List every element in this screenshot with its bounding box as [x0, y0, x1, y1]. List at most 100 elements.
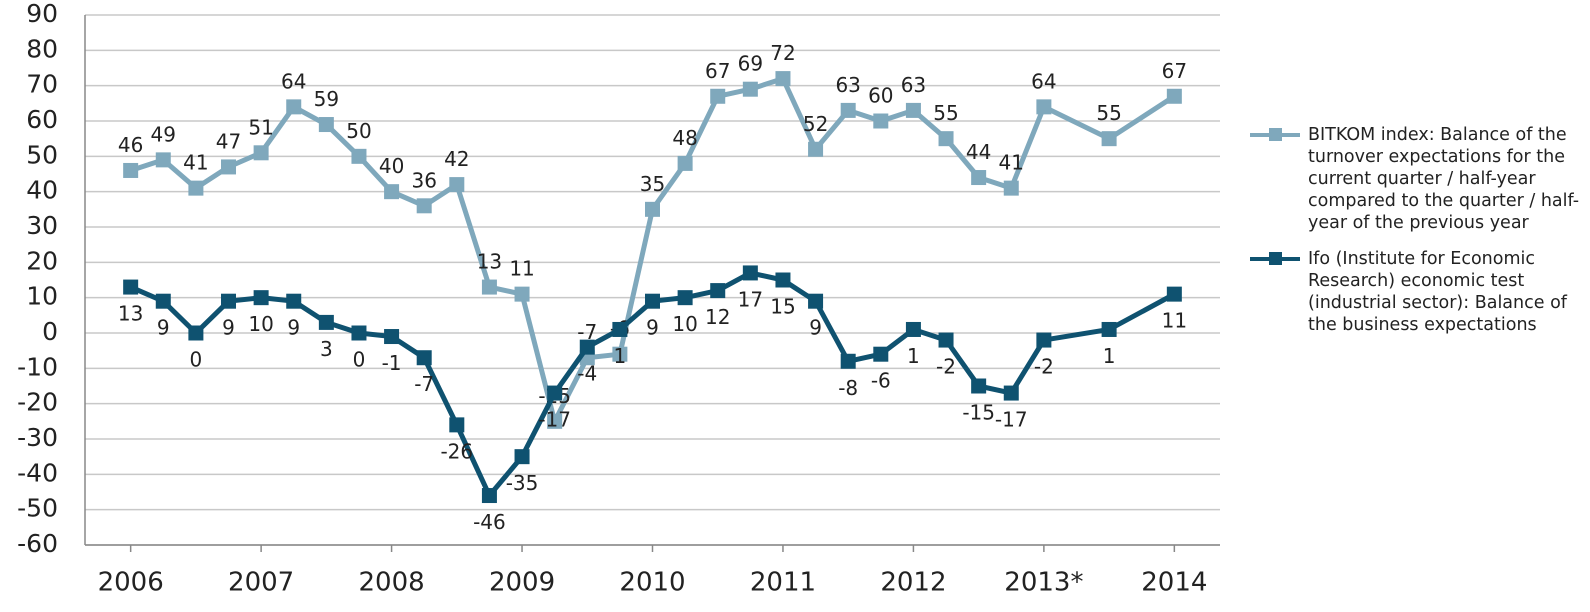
y-tick-label: 0: [42, 317, 58, 346]
legend-marker: [1269, 128, 1282, 141]
data-label: 17: [738, 287, 763, 311]
data-label: 52: [803, 112, 828, 136]
x-tick-label: 2012: [880, 568, 946, 598]
marker: [253, 145, 269, 161]
marker: [384, 329, 400, 345]
y-tick-label: 50: [26, 140, 58, 169]
data-label: -26: [440, 439, 473, 463]
data-label: 63: [835, 73, 860, 97]
y-tick-label: 10: [26, 282, 58, 311]
data-label: 51: [248, 115, 273, 139]
legend-key: [1250, 252, 1300, 265]
data-label: 1: [1103, 344, 1116, 368]
data-label: 69: [738, 52, 763, 76]
data-label: 9: [809, 316, 822, 340]
data-label: -2: [1034, 355, 1054, 379]
data-label: 55: [933, 101, 958, 125]
y-tick-label: 20: [26, 246, 58, 275]
marker: [612, 346, 628, 362]
marker: [775, 71, 791, 87]
data-label: 11: [1162, 309, 1187, 333]
marker: [840, 353, 856, 369]
marker: [318, 314, 334, 330]
y-tick-label: 60: [26, 105, 58, 134]
marker: [710, 283, 726, 299]
marker: [840, 102, 856, 118]
data-label: 72: [770, 41, 795, 65]
data-label: 0: [353, 348, 366, 372]
marker: [286, 99, 302, 115]
x-tick-label: 2007: [228, 568, 294, 598]
data-label: 48: [672, 126, 697, 150]
y-tick-label: -20: [17, 388, 58, 417]
marker: [677, 155, 693, 171]
marker: [1003, 385, 1019, 401]
data-label: 9: [646, 316, 659, 340]
data-label: 63: [901, 73, 926, 97]
data-label: -17: [995, 408, 1028, 432]
marker: [155, 152, 171, 168]
marker: [1166, 286, 1182, 302]
marker: [775, 272, 791, 288]
marker: [449, 417, 465, 433]
data-label: -2: [936, 355, 956, 379]
data-label: 11: [509, 257, 534, 281]
marker: [384, 184, 400, 200]
legend-label: BITKOM index: Balance of the turnover ex…: [1308, 125, 1580, 233]
chart: -60-50-40-30-20-100102030405060708090200…: [17, 0, 1220, 598]
y-tick-label: 90: [26, 0, 58, 28]
data-label: -1: [382, 351, 402, 375]
data-label: 9: [287, 316, 300, 340]
data-label: 55: [1096, 101, 1121, 125]
legend-marker: [1269, 252, 1282, 265]
data-label: -35: [506, 471, 539, 495]
marker: [808, 141, 824, 157]
marker: [514, 286, 530, 302]
x-tick-label: 2013*: [1004, 568, 1083, 598]
data-label: 10: [672, 312, 697, 336]
data-label: 12: [705, 305, 730, 329]
data-label: 50: [346, 119, 371, 143]
x-tick-label: 2011: [750, 568, 816, 598]
marker: [286, 293, 302, 309]
marker: [645, 293, 660, 309]
data-label: 59: [314, 87, 339, 111]
marker: [938, 332, 954, 348]
marker: [1036, 332, 1052, 348]
series-line: [129, 76, 1176, 424]
data-label: 1: [614, 344, 627, 368]
marker: [481, 279, 497, 295]
x-tick-label: 2010: [619, 568, 685, 598]
marker: [938, 131, 954, 147]
marker: [677, 290, 693, 306]
marker: [905, 321, 921, 337]
data-label: 41: [999, 151, 1024, 175]
legend-label: Ifo (Institute for Economic Research) ec…: [1308, 249, 1567, 335]
data-label: -7: [577, 320, 597, 344]
legend-item: Ifo (Institute for Economic Research) ec…: [1250, 248, 1580, 336]
x-tick-label: 2014: [1141, 568, 1207, 598]
marker: [253, 290, 269, 306]
marker: [188, 180, 204, 196]
marker: [873, 113, 889, 129]
data-label: 35: [640, 172, 665, 196]
data-label: 41: [183, 151, 208, 175]
data-label: 67: [1162, 59, 1187, 83]
y-tick-label: 80: [26, 34, 58, 63]
data-label: 40: [379, 154, 404, 178]
marker: [221, 293, 237, 309]
marker: [514, 449, 530, 465]
marker: [547, 413, 563, 429]
data-label: -7: [414, 372, 434, 396]
marker: [645, 201, 660, 217]
y-tick-label: 40: [26, 176, 58, 205]
y-tick-label: -40: [17, 458, 58, 487]
data-label: 64: [281, 69, 306, 93]
marker: [449, 177, 465, 193]
marker: [1166, 88, 1182, 104]
data-label: 36: [411, 168, 436, 192]
data-label: -4: [577, 362, 597, 386]
marker: [221, 159, 237, 175]
y-tick-label: 70: [26, 70, 58, 99]
